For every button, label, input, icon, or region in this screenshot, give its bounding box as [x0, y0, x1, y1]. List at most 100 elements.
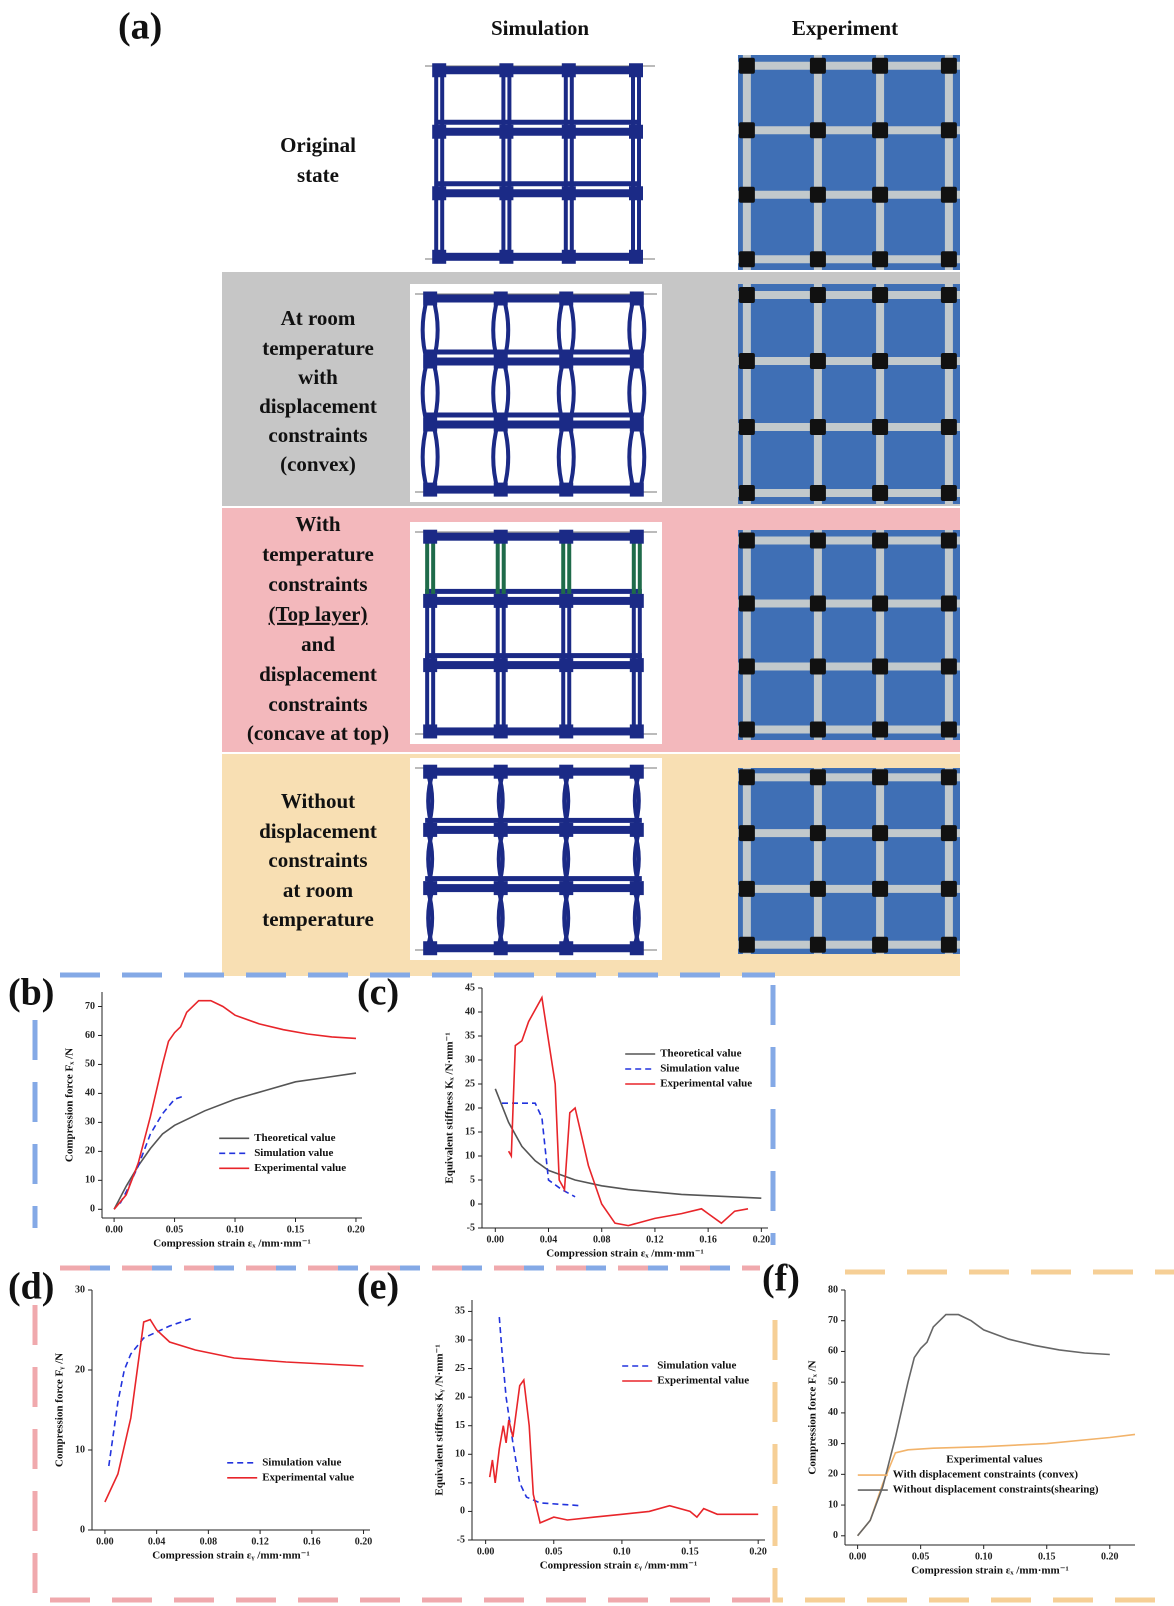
x-tick-label: 0.00 [849, 1551, 867, 1562]
y-tick-label: 0 [470, 1198, 475, 1209]
x-tick-label: 0.12 [251, 1536, 269, 1547]
photo-node [941, 825, 957, 841]
charts: (b)0.000.050.100.150.20010203040506070Co… [8, 972, 1135, 1577]
photo-node [810, 825, 826, 841]
node [423, 724, 437, 738]
photo-node [739, 769, 755, 785]
series-line [114, 1001, 356, 1210]
photo-node [941, 251, 957, 267]
photo-node [872, 825, 888, 841]
photo-node [941, 353, 957, 369]
photo-node [810, 419, 826, 435]
photo-strut [743, 55, 751, 270]
node [629, 186, 643, 200]
node [559, 483, 573, 497]
photo-strut [738, 357, 960, 365]
legend-label: Experimental value [657, 1375, 749, 1387]
legend-label: Simulation value [254, 1147, 333, 1159]
row-label: with [298, 365, 338, 389]
photo-node [872, 533, 888, 549]
photo-node [941, 769, 957, 785]
row-label: at room [283, 878, 354, 902]
x-tick-label: 0.00 [105, 1224, 123, 1235]
photo-node [810, 122, 826, 138]
photo-strut [945, 55, 953, 270]
row-label: (convex) [280, 452, 356, 476]
legend-label: Theoretical value [660, 1048, 741, 1060]
node [559, 823, 573, 837]
node [630, 823, 644, 837]
legend-label: With displacement constraints (convex) [893, 1469, 1079, 1481]
row-label: displacement [259, 819, 377, 843]
node [499, 125, 513, 139]
photo-node [739, 722, 755, 738]
beam [434, 120, 640, 125]
x-tick-label: 0.08 [200, 1536, 218, 1547]
node [494, 418, 508, 432]
sim-background [410, 522, 662, 744]
photo-strut [945, 284, 953, 504]
column-header: Simulation [491, 16, 589, 40]
x-tick-label: 0.10 [975, 1551, 993, 1562]
beam [425, 486, 642, 494]
node [562, 125, 576, 139]
column-header: Experiment [792, 16, 898, 40]
panel-label: (f) [762, 1258, 800, 1300]
photo-strut [738, 600, 960, 608]
photo-node [810, 769, 826, 785]
photo-node [810, 881, 826, 897]
x-axis-label: Compression strain εᵧ /mm·mm⁻¹ [152, 1550, 310, 1562]
y-axis-label: Compression force Fᵧ /N [54, 1353, 66, 1467]
series-line [858, 1315, 1110, 1536]
node [630, 483, 644, 497]
row-label: (concave at top) [247, 721, 389, 745]
photo-node [941, 187, 957, 203]
photo-node [872, 485, 888, 501]
x-tick-label: 0.10 [226, 1224, 244, 1235]
row-label: constraints [268, 572, 367, 596]
y-tick-label: 30 [828, 1438, 838, 1449]
node [423, 881, 437, 895]
x-tick-label: 0.15 [681, 1546, 699, 1557]
x-axis-label: Compression strain εₓ /mm·mm⁻¹ [546, 1248, 704, 1260]
series-line [490, 1380, 759, 1523]
photo-node [739, 533, 755, 549]
row-label: and [301, 632, 335, 656]
beam [425, 818, 642, 823]
node [494, 765, 508, 779]
photo-node [739, 287, 755, 303]
y-tick-label: 15 [455, 1420, 465, 1431]
photo-strut [743, 284, 751, 504]
node [559, 292, 573, 306]
node [559, 765, 573, 779]
series-line [495, 1089, 761, 1198]
y-tick-label: 0 [80, 1524, 85, 1535]
row-label: With [295, 512, 340, 536]
node [630, 941, 644, 955]
node [630, 658, 644, 672]
node [432, 63, 446, 77]
y-axis-label: Compression force Fₓ /N [807, 1360, 819, 1474]
photo-strut [738, 773, 960, 781]
node [559, 881, 573, 895]
node [423, 530, 437, 544]
node [494, 483, 508, 497]
y-tick-label: 0 [460, 1506, 465, 1517]
node [499, 63, 513, 77]
y-tick-label: 20 [828, 1469, 838, 1480]
y-tick-label: 20 [465, 1102, 475, 1113]
node [423, 658, 437, 672]
beam [425, 727, 642, 735]
x-tick-label: 0.00 [487, 1234, 505, 1245]
photo-strut [738, 941, 960, 949]
photo-node [872, 419, 888, 435]
y-tick-label: 60 [828, 1346, 838, 1357]
photo-node [810, 596, 826, 612]
legend-label: Experimental value [660, 1078, 752, 1090]
node [494, 355, 508, 369]
beam [425, 597, 642, 605]
node [630, 418, 644, 432]
node [629, 125, 643, 139]
sim-background [410, 284, 662, 502]
x-tick-label: 0.00 [477, 1546, 495, 1557]
